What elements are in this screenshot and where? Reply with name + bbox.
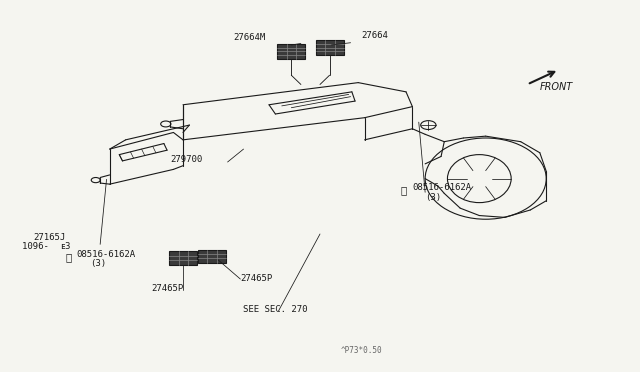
Text: 08516-6162A: 08516-6162A	[412, 183, 472, 192]
Text: SEE SEC. 270: SEE SEC. 270	[243, 305, 308, 314]
Text: FRONT: FRONT	[540, 82, 573, 92]
Text: Ⓢ: Ⓢ	[65, 252, 72, 262]
Text: ᴇ: ᴇ	[61, 242, 65, 251]
Text: 279700: 279700	[170, 155, 202, 164]
Text: (3): (3)	[425, 193, 441, 202]
Text: ^P73*0.50: ^P73*0.50	[340, 346, 382, 355]
FancyBboxPatch shape	[169, 251, 197, 264]
Text: Ⓢ: Ⓢ	[401, 185, 407, 195]
Text: 27664M: 27664M	[234, 33, 266, 42]
Text: 27664: 27664	[362, 31, 388, 40]
Text: 08516-6162A: 08516-6162A	[77, 250, 136, 259]
FancyBboxPatch shape	[316, 40, 344, 55]
Text: (3): (3)	[91, 259, 107, 268]
Text: 1096-   3: 1096- 3	[22, 242, 70, 251]
FancyBboxPatch shape	[277, 44, 305, 59]
Text: 27465P: 27465P	[151, 284, 183, 293]
Text: 27165J: 27165J	[33, 232, 65, 241]
Text: 27465P: 27465P	[241, 274, 273, 283]
FancyBboxPatch shape	[198, 250, 226, 263]
